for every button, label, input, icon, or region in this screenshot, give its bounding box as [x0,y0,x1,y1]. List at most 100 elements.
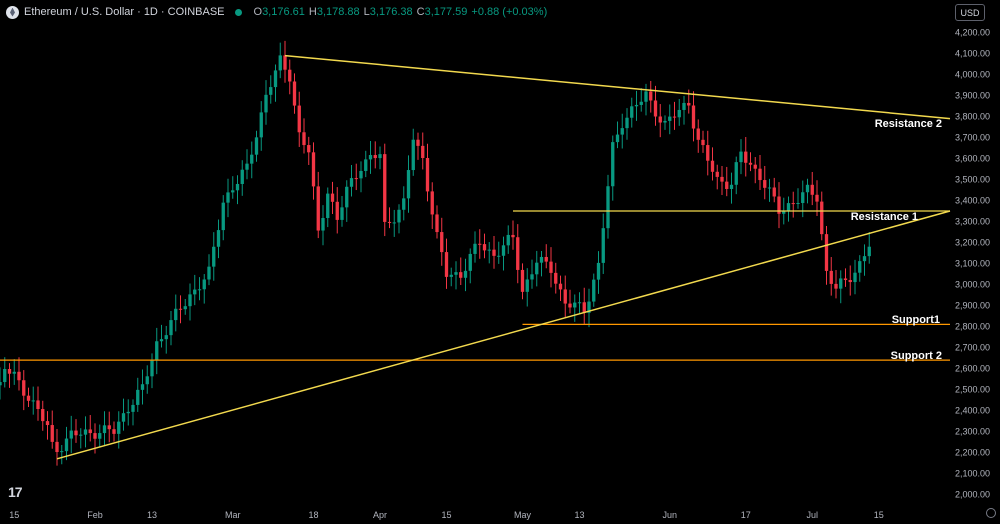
candle-body [425,158,430,192]
candle-body [720,176,724,182]
high-value: 3,178.88 [316,6,360,18]
candle-body [430,191,434,215]
settings-icon[interactable] [986,508,996,518]
candle-body [587,301,591,313]
candle-body [805,184,810,193]
candle-body [221,202,225,231]
candle-body [392,222,396,224]
candle-body [283,55,287,70]
market-status-icon [234,8,242,16]
x-tick-label: Mar [225,510,241,520]
low-value: 3,176.38 [369,6,413,18]
candle-body [155,341,159,361]
x-tick-label: 15 [441,510,451,520]
candle-body [421,145,425,159]
candle-body [644,91,648,102]
x-tick-label: 15 [874,510,884,520]
close-label: C [416,6,425,18]
candle-body [131,404,135,412]
candle-body [478,243,482,245]
level-label: Support 2 [891,350,942,362]
candle-body [516,237,520,270]
candle-body [145,376,149,385]
candle-body [254,137,259,155]
candle-body [22,380,26,396]
candle-body [791,203,795,205]
candle-body [264,94,268,113]
candle-body [164,335,168,340]
candle-body [292,81,297,106]
candle-body [634,104,639,107]
candle-body [582,302,586,313]
x-tick-label: Jun [662,510,677,520]
candle-body [397,209,401,223]
candle-body [340,207,344,220]
y-tick-label: 2,400.00 [955,406,990,416]
currency-selector[interactable]: USD [955,4,985,21]
candle-body [601,228,605,263]
candle-body [45,421,50,426]
y-tick-label: 3,700.00 [955,133,990,143]
candle-body [364,159,368,171]
candle-body [815,194,819,202]
candle-body [202,279,206,290]
candle-body [335,201,339,220]
candle-body [416,139,420,146]
candle-body [772,187,776,197]
candle-body [758,168,762,181]
candle-body [767,187,772,189]
candle-body [620,128,624,135]
candle-body [506,234,510,246]
candle-body [207,266,211,280]
y-tick-label: 2,200.00 [955,448,990,458]
candle-body [0,382,2,386]
candle-body [606,186,610,229]
candle-body [777,196,781,214]
candle-body [706,145,710,161]
trendline [56,210,951,460]
candle-body [563,289,567,304]
candle-body [188,294,192,307]
candle-body [136,389,140,405]
candle-body [117,421,121,434]
candle-body [710,160,715,172]
symbol-title[interactable]: Ethereum / U.S. Dollar · 1D · COINBASE [24,6,225,18]
candle-body [530,274,534,280]
candle-body [554,272,558,284]
y-tick-label: 2,300.00 [955,427,990,437]
candle-body [753,164,757,169]
candle-body [112,429,116,434]
y-tick-label: 4,100.00 [955,49,990,59]
y-tick-label: 2,800.00 [955,322,990,332]
candle-body [197,289,202,291]
candle-body [525,279,529,292]
candle-body [17,371,21,381]
candle-body [549,261,553,273]
candle-body [677,109,681,118]
ethereum-icon [6,5,19,19]
candle-body [64,438,69,452]
candle-body [682,102,686,110]
y-tick-label: 3,800.00 [955,112,990,122]
candle-body [834,283,838,289]
candle-body [250,154,254,164]
low-label: L [363,6,370,18]
candle-body [611,142,615,187]
candle-body [231,190,235,193]
candle-body [539,256,544,263]
candle-body [169,320,173,336]
x-tick-label: May [514,510,532,520]
level-label: Resistance 2 [875,118,942,130]
candle-body [193,289,197,295]
candle-body [663,120,667,123]
candle-body [316,186,320,231]
candle-body [7,369,12,374]
candle-body [3,369,7,383]
candle-body [55,441,59,453]
candle-body [839,278,843,289]
y-tick-label: 2,100.00 [955,469,990,479]
candle-body [672,116,677,118]
candle-body [848,280,852,283]
candle-body [69,430,73,439]
